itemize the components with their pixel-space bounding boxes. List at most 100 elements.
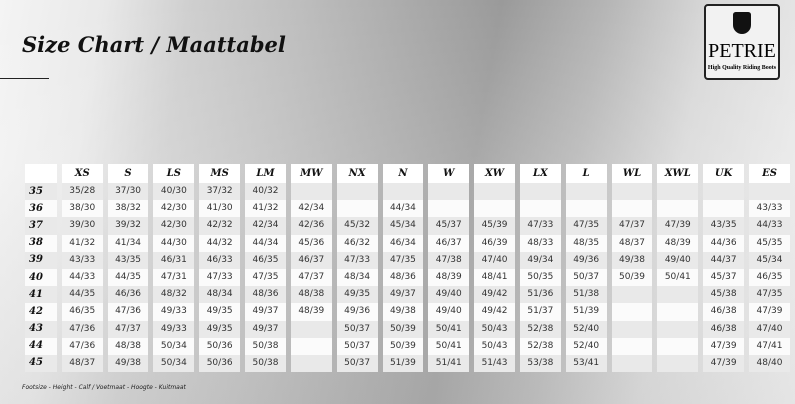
table-cell: 47/36	[107, 303, 149, 321]
table-cell: 52/40	[565, 320, 607, 338]
row-size-label: 41	[25, 286, 57, 304]
table-cell: 50/37	[565, 268, 607, 287]
table-cell: 52/38	[519, 320, 561, 338]
column-header: UK	[703, 164, 745, 183]
table-cell	[382, 183, 424, 201]
table-cell: 49/33	[153, 303, 195, 321]
table-cell: 47/39	[749, 303, 790, 321]
row-size-label: 44	[25, 337, 57, 355]
column-header: MW	[290, 164, 332, 183]
table-cell: 50/35	[519, 268, 561, 287]
table-cell: 50/36	[199, 337, 241, 355]
table-cell: 48/35	[565, 234, 607, 252]
column-header: NX	[336, 164, 378, 183]
table-cell: 49/38	[107, 354, 149, 373]
column-header: L	[565, 164, 607, 183]
table-cell: 48/40	[749, 354, 790, 373]
table-row: 42 46/35 47/36 49/33 49/35 49/37 48/39 49/36 49/…	[25, 303, 790, 321]
table-cell: 47/39	[703, 337, 745, 355]
table-cell: 53/41	[565, 354, 607, 373]
table-cell: 48/36	[245, 286, 286, 304]
table-cell: 48/39	[290, 303, 332, 321]
table-cell: 45/32	[336, 217, 378, 235]
table-cell: 47/37	[290, 268, 332, 287]
table-cell: 53/38	[519, 354, 561, 373]
table-cell: 47/31	[153, 268, 195, 287]
table-cell	[611, 354, 653, 373]
table-cell	[611, 200, 653, 218]
table-cell: 51/37	[519, 303, 561, 321]
page-title: Size Chart / Maattabel	[22, 32, 286, 57]
table-cell: 47/35	[565, 217, 607, 235]
logo-name: PETRIE	[708, 40, 776, 62]
column-header: LS	[153, 164, 195, 183]
table-cell: 38/30	[61, 200, 103, 218]
petrie-logo: PETRIE High Quality Riding Boots	[704, 4, 780, 80]
table-cell: 44/34	[382, 200, 424, 218]
table-cell: 50/37	[336, 337, 378, 355]
table-cell: 37/32	[199, 183, 241, 201]
table-cell	[565, 183, 607, 201]
table-cell: 48/39	[428, 268, 470, 287]
table-cell: 48/36	[382, 268, 424, 287]
table-cell: 44/37	[703, 251, 745, 269]
table-cell: 51/43	[474, 354, 515, 373]
table-cell: 47/38	[428, 251, 470, 269]
table-cell: 48/39	[657, 234, 699, 252]
table-cell: 49/35	[199, 303, 241, 321]
table-cell	[749, 183, 790, 201]
table-cell: 48/37	[611, 234, 653, 252]
table-cell: 51/38	[565, 286, 607, 304]
table-cell: 49/40	[428, 303, 470, 321]
table-cell: 46/34	[382, 234, 424, 252]
table-cell: 48/34	[336, 268, 378, 287]
logo-tagline: High Quality Riding Boots	[707, 65, 777, 71]
table-row: 44 47/36 48/38 50/34 50/36 50/38 50/37 50/39 50/…	[25, 337, 790, 355]
table-cell: 41/32	[245, 200, 286, 218]
table-cell: 44/35	[61, 286, 103, 304]
table-cell: 48/38	[290, 286, 332, 304]
table-cell: 47/40	[749, 320, 790, 338]
table-cell: 50/39	[611, 268, 653, 287]
table-cell: 47/37	[107, 320, 149, 338]
table-cell: 42/36	[290, 217, 332, 235]
table-cell: 49/35	[336, 286, 378, 304]
row-size-label: 43	[25, 320, 57, 338]
table-cell: 46/38	[703, 320, 745, 338]
table-cell: 48/41	[474, 268, 515, 287]
table-cell: 44/33	[61, 268, 103, 287]
table-cell: 44/36	[703, 234, 745, 252]
row-size-label: 40	[25, 268, 57, 287]
table-cell	[703, 183, 745, 201]
table-cell	[611, 320, 653, 338]
row-size-label: 45	[25, 354, 57, 373]
table-cell	[290, 183, 332, 201]
table-cell: 39/30	[61, 217, 103, 235]
table-cell: 45/37	[428, 217, 470, 235]
table-cell	[611, 286, 653, 304]
table-cell: 46/31	[153, 251, 195, 269]
table-cell: 45/34	[749, 251, 790, 269]
table-cell: 47/33	[199, 268, 241, 287]
table-cell: 47/33	[519, 217, 561, 235]
table-cell	[657, 320, 699, 338]
table-cell: 45/36	[290, 234, 332, 252]
table-cell: 46/37	[290, 251, 332, 269]
table-cell: 46/35	[749, 268, 790, 287]
table-cell: 51/39	[382, 354, 424, 373]
title-divider	[0, 78, 49, 79]
column-header: S	[107, 164, 149, 183]
table-cell	[428, 200, 470, 218]
table-cell: 47/41	[749, 337, 790, 355]
table-cell: 50/41	[428, 337, 470, 355]
table-cell: 47/35	[749, 286, 790, 304]
table-cell: 46/35	[61, 303, 103, 321]
table-cell: 43/33	[61, 251, 103, 269]
column-header: XW	[474, 164, 515, 183]
table-cell	[611, 303, 653, 321]
table-cell: 51/41	[428, 354, 470, 373]
table-cell	[657, 286, 699, 304]
table-row: 40 44/33 44/35 47/31 47/33 47/35 47/37 48/34 48/…	[25, 268, 790, 287]
table-row: 43 47/36 47/37 49/33 49/35 49/37 50/37 50/39 50/…	[25, 320, 790, 338]
table-cell	[428, 183, 470, 201]
